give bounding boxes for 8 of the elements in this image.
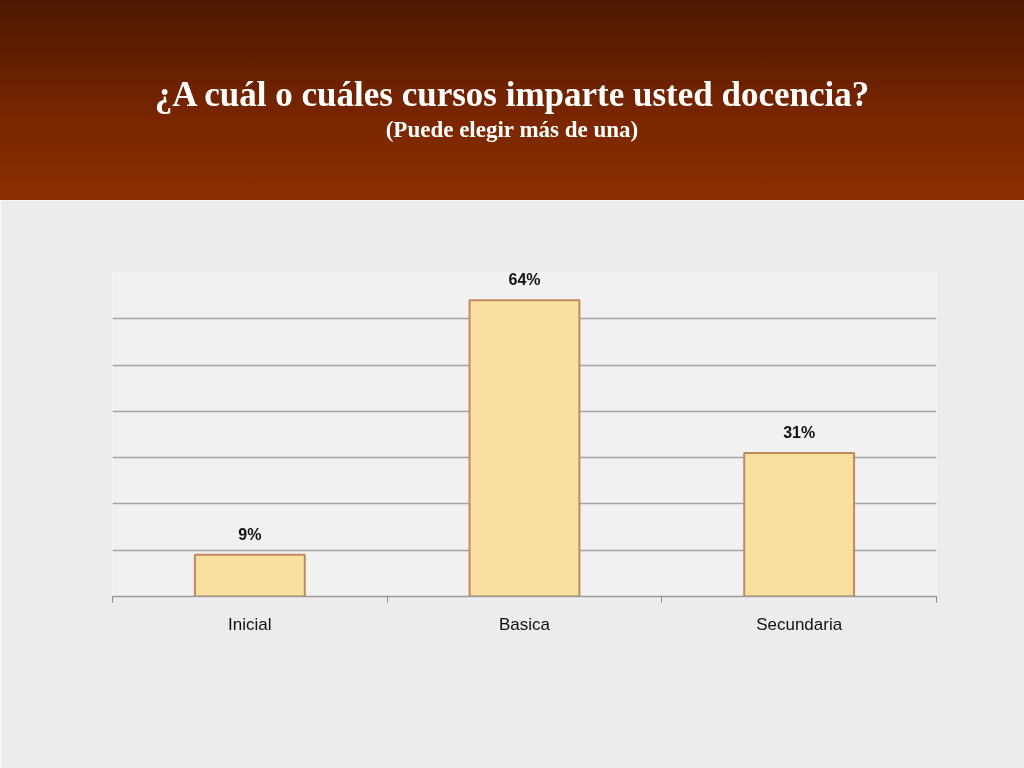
chart-subtitle: (Puede elegir más de una)	[384, 116, 640, 144]
chart-title: ¿A cuál o cuáles cursos imparte usted docencia?	[154, 74, 870, 116]
x-tick-label: Inicial	[228, 614, 272, 634]
x-tick-label: Secundaria	[756, 614, 843, 634]
data-label: 9%	[238, 525, 262, 543]
data-label: 31%	[783, 424, 816, 442]
x-tick-label: Basica	[498, 614, 551, 634]
data-label: 64%	[508, 271, 541, 289]
